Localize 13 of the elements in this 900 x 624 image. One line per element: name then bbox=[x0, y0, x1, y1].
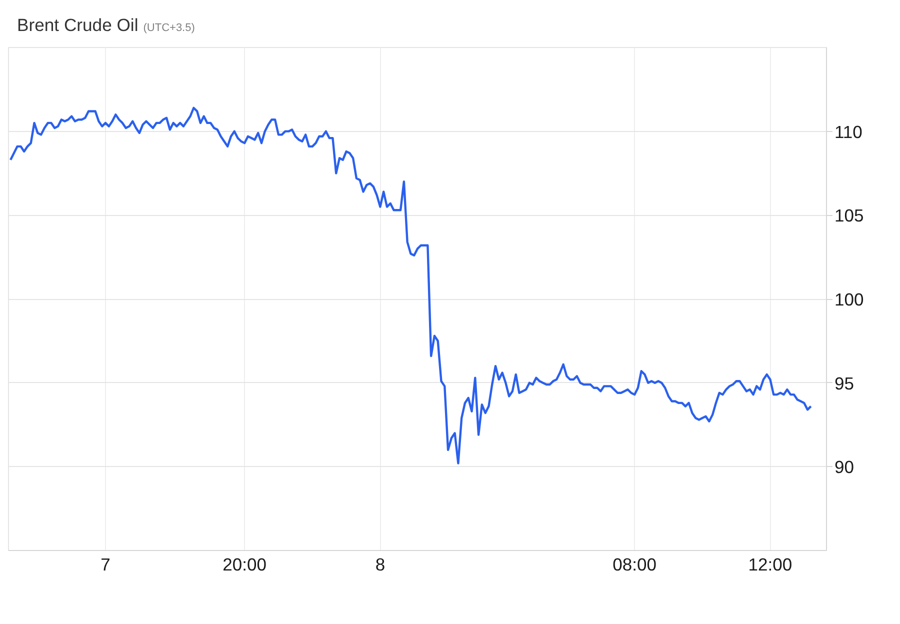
chart-title: Brent Crude Oil bbox=[17, 15, 138, 35]
y-tick-label: 95 bbox=[834, 373, 854, 394]
x-tick-label: 20:00 bbox=[222, 554, 267, 574]
x-tick-label: 8 bbox=[375, 554, 386, 574]
y-tick-label: 90 bbox=[834, 457, 854, 478]
x-tick-label: 08:00 bbox=[612, 554, 657, 574]
y-tick-label: 105 bbox=[834, 206, 864, 226]
x-tick-label: 7 bbox=[100, 554, 110, 574]
chart-subtitle: (UTC+3.5) bbox=[143, 22, 195, 34]
y-tick-label: 100 bbox=[834, 290, 864, 310]
x-tick-label: 12:00 bbox=[748, 554, 792, 574]
y-tick-label: 110 bbox=[834, 122, 863, 142]
line-series bbox=[9, 106, 812, 464]
